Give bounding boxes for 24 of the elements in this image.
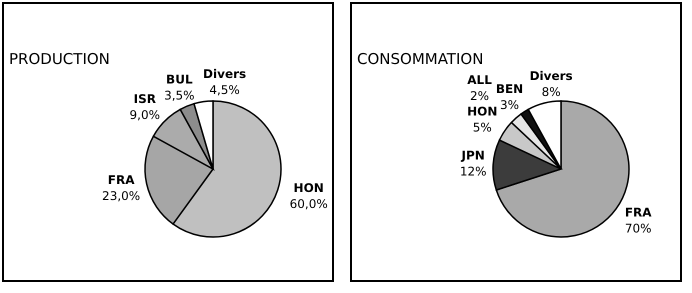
data-label: 5% — [472, 120, 492, 135]
slice-label: Divers — [530, 68, 573, 83]
data-label: 4,5% — [209, 82, 240, 97]
chart-title: CONSOMMATION — [357, 50, 484, 68]
data-label: 3% — [500, 98, 520, 112]
data-label: 70% — [624, 222, 652, 236]
slice-label: BEN — [496, 82, 524, 96]
slice-label: Divers — [203, 66, 246, 81]
data-label: 2% — [470, 88, 490, 103]
data-label: 9,0% — [130, 108, 160, 122]
slice-label: JPN — [460, 148, 485, 162]
data-label: 3,5% — [164, 88, 195, 103]
slice-label: BUL — [166, 72, 193, 87]
slice-label: FRA — [624, 206, 652, 220]
data-label: 12% — [460, 164, 487, 178]
data-label: 8% — [542, 84, 561, 99]
chart-title: PRODUCTION — [9, 50, 110, 68]
slice-label: HON — [294, 181, 324, 196]
data-label: 60,0% — [290, 197, 328, 212]
data-label: 23,0% — [102, 189, 140, 204]
slice-label: FRA — [108, 173, 136, 188]
slice-label: HON — [467, 104, 498, 119]
slice-label: ISR — [134, 92, 156, 106]
slice-label: ALL — [467, 72, 492, 87]
